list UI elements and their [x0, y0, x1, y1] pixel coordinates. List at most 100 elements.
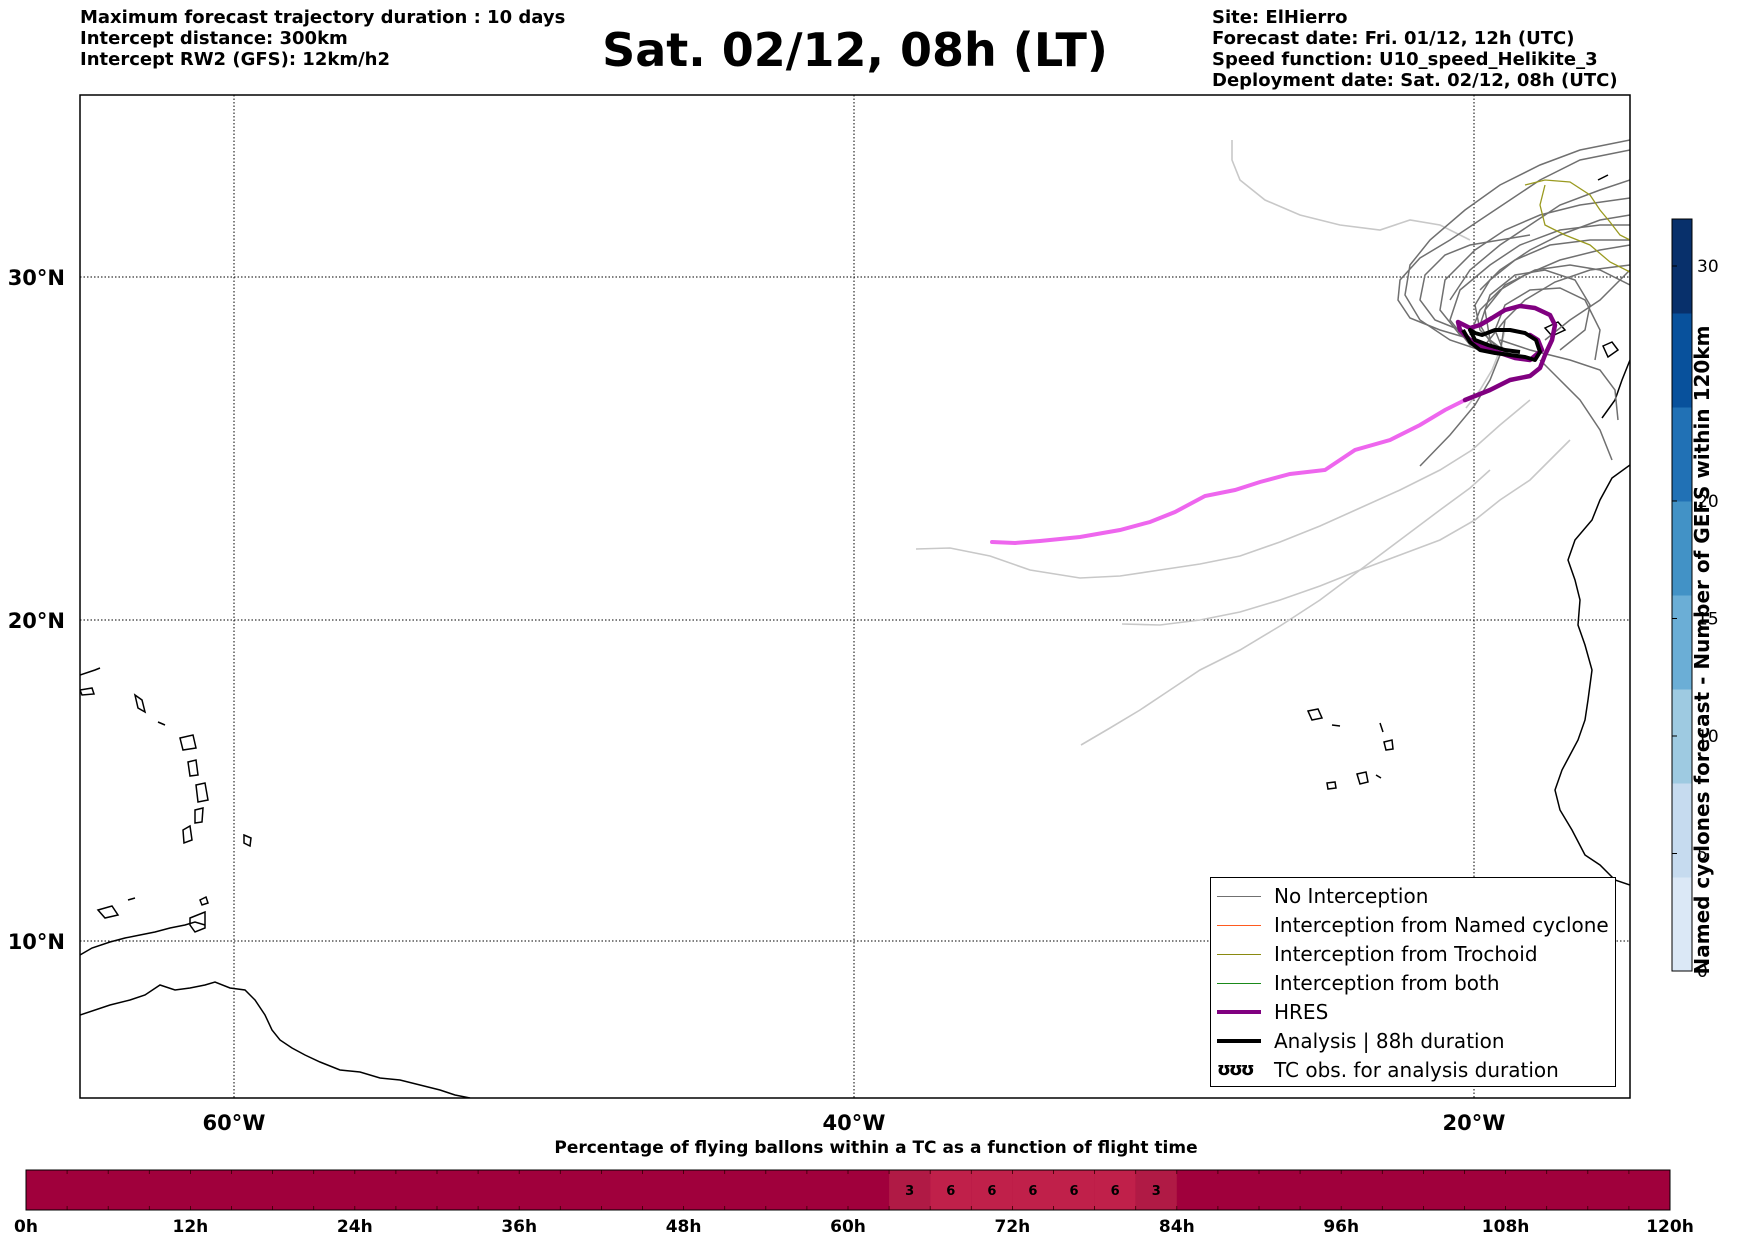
analysis-track — [1461, 328, 1542, 362]
africa-nw-coast — [1601, 359, 1630, 419]
island-cape-verde-5 — [1356, 771, 1369, 785]
colorbar-segment — [1672, 501, 1692, 596]
trochoid-contour — [1524, 179, 1630, 273]
speed-function-text: Speed function: U10_speed_Helikite_3 — [1212, 49, 1598, 70]
gefs-track — [1397, 149, 1630, 341]
legend-swatch-analysis — [1217, 1039, 1261, 1043]
time-bar-cell-value: 6 — [1111, 1184, 1120, 1199]
gefs-track — [1484, 264, 1630, 346]
time-bar-tick-label: 96h — [1323, 1217, 1359, 1237]
legend-swatch-both — [1217, 983, 1261, 984]
island-cape-verde-3 — [1379, 722, 1384, 733]
flight-time-bar-title: Percentage of flying ballons within a TC… — [554, 1138, 1198, 1158]
colorbar-frame — [1671, 218, 1693, 972]
island-lesser-antilles-1 — [179, 734, 197, 751]
colorbar-segment — [1672, 219, 1692, 314]
time-bar-cell-value: 6 — [987, 1184, 996, 1199]
time-bar-cell-value: 6 — [1070, 1184, 1079, 1199]
time-bar-cell — [1135, 1170, 1177, 1210]
legend-item-no-interception: No Interception — [1211, 882, 1615, 911]
legend-item-hres: HRES — [1211, 998, 1615, 1027]
time-bar-tick-label: 12h — [173, 1217, 209, 1237]
colorbar-segment — [1672, 313, 1692, 408]
island-cape-verde-2 — [1331, 724, 1341, 727]
island-small-1 — [133, 693, 147, 714]
legend-label: No Interception — [1274, 884, 1429, 908]
island-tobago — [199, 895, 209, 906]
island-cape-verde-7 — [1375, 774, 1382, 779]
time-bar-cell-value: 6 — [1028, 1184, 1037, 1199]
intercept-rw2-text: Intercept RW2 (GFS): 12km/h2 — [80, 49, 390, 70]
time-bar-cell-value: 6 — [946, 1184, 955, 1199]
time-bar-cell — [1012, 1170, 1054, 1210]
max-duration-text: Maximum forecast trajectory duration : 1… — [80, 7, 566, 28]
lon-label-60w: 60°W — [203, 1111, 266, 1135]
flight-time-bar: 3 6 6 6 6 6 3 0h 12h 24h 36h 48h 60h 72h 84h 96h 108h 120… — [14, 1169, 1694, 1237]
gefs-dark-tracks — [1397, 139, 1630, 467]
island-lesser-antilles-5 — [182, 824, 193, 845]
time-bar-cell-value: 3 — [905, 1184, 914, 1199]
legend-swatch-named-cyclone — [1217, 925, 1261, 926]
colorbar-segment — [1672, 689, 1692, 784]
time-bar-frame — [25, 1169, 1671, 1211]
time-bar-cell — [1053, 1170, 1095, 1210]
island-barbados — [243, 833, 252, 848]
hres-track-light — [990, 398, 1467, 546]
gefs-track — [1419, 234, 1531, 331]
lat-label-30: 30°N — [8, 266, 65, 290]
header-right-info: Site: ElHierro Forecast date: Fri. 01/12… — [1212, 7, 1618, 91]
header-left-info: Maximum forecast trajectory duration : 1… — [80, 7, 565, 70]
colorbar-segment — [1672, 783, 1692, 878]
legend-label: HRES — [1274, 1000, 1329, 1024]
trinidad-island — [189, 910, 206, 933]
legend-swatch-trochoid — [1217, 954, 1261, 955]
gefs-track — [1404, 139, 1630, 351]
west-africa-coast — [1554, 464, 1630, 886]
gefs-track — [1494, 287, 1601, 361]
lat-label-20: 20°N — [8, 609, 65, 633]
legend-label: Analysis | 88h duration — [1274, 1029, 1505, 1053]
deployment-date-text: Deployment date: Sat. 02/12, 08h (UTC) — [1212, 70, 1618, 91]
site-text: Site: ElHierro — [1212, 7, 1348, 28]
colorbar-segment — [1672, 877, 1692, 972]
gefs-track — [1080, 469, 1491, 746]
colorbar-segment — [1672, 407, 1692, 502]
time-bar-tick-label: 24h — [337, 1217, 373, 1237]
caribbean-arc-1 — [80, 667, 101, 676]
legend-label: TC obs. for analysis duration — [1274, 1058, 1559, 1082]
gefs-track — [1479, 214, 1630, 291]
time-bar-tick-label: 84h — [1159, 1217, 1195, 1237]
legend-swatch-no-interception — [1217, 896, 1261, 897]
map-legend: No Interception Interception from Named … — [1210, 877, 1616, 1087]
island-lesser-antilles-3 — [195, 782, 209, 803]
time-bar-cell-value: 3 — [1152, 1184, 1161, 1199]
gefs-track — [1499, 339, 1619, 421]
colorbar-tick-label: 0 — [1697, 962, 1708, 982]
time-bar-tick-label: 60h — [830, 1217, 866, 1237]
legend-item-both: Interception from both — [1211, 969, 1615, 998]
lat-label-10: 10°N — [8, 930, 65, 954]
lon-label-20w: 20°W — [1443, 1111, 1506, 1135]
page-title: Sat. 02/12, 08h (LT) — [602, 23, 1108, 77]
colorbar-tick-label: 30 — [1697, 257, 1719, 277]
time-bar-cell — [1094, 1170, 1136, 1210]
island-abc — [96, 897, 136, 919]
lon-label-40w: 40°W — [823, 1111, 886, 1135]
time-bar-tick-label: 120h — [1646, 1217, 1694, 1237]
tc-obs-symbol-icon: ʊʊʊ — [1217, 1059, 1255, 1080]
time-bar-background — [26, 1170, 1670, 1210]
colorbar-tick-label: 5 — [1697, 845, 1708, 865]
island-cape-verde-6 — [1326, 781, 1337, 790]
island-canary-2 — [1602, 341, 1620, 359]
legend-item-analysis: Analysis | 88h duration — [1211, 1027, 1615, 1056]
time-bar-cell — [930, 1170, 972, 1210]
time-bar-tick-label: 48h — [666, 1217, 702, 1237]
gefs-track — [915, 399, 1531, 579]
island-cape-verde-4 — [1383, 739, 1394, 751]
gefs-track — [1449, 179, 1630, 301]
legend-label: Interception from both — [1274, 971, 1500, 995]
legend-item-named-cyclone: Interception from Named cyclone — [1211, 911, 1615, 940]
time-bar-tick-label: 108h — [1482, 1217, 1530, 1237]
map-content — [80, 95, 1630, 1098]
south-america-coast — [80, 981, 471, 1098]
